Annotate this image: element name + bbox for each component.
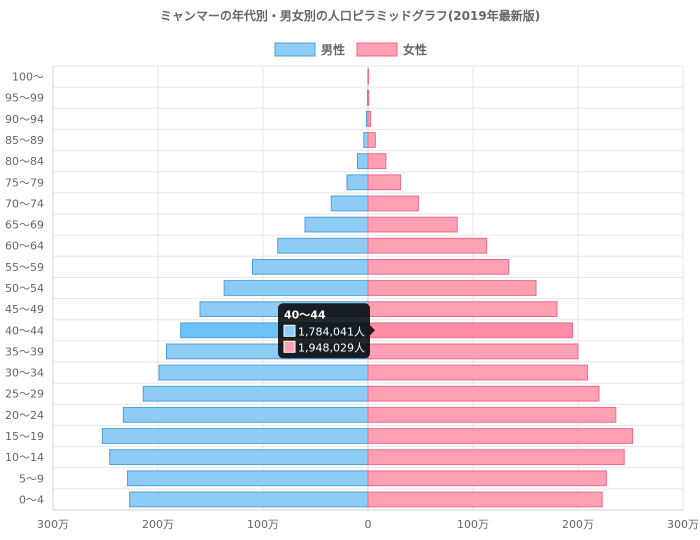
chart-title: ミャンマーの年代別・男女別の人口ピラミッドグラフ(2019年最新版) [160, 8, 540, 23]
legend-swatch-male [274, 42, 316, 57]
bar-male [129, 491, 369, 508]
bar-female [367, 470, 607, 487]
y-tick-label: 20〜24 [5, 409, 44, 422]
tooltip: 40〜44 1,784,041人 1,948,029人 [278, 303, 375, 359]
y-tick-label: 30〜34 [5, 367, 44, 380]
bar-female [367, 449, 625, 466]
grid [52, 65, 684, 511]
y-tick-label: 90〜94 [5, 113, 44, 126]
tooltip-caret [370, 325, 375, 336]
legend: 男性 女性 [274, 42, 427, 57]
bar-male [101, 428, 369, 444]
bar-male [122, 406, 369, 423]
y-tick-label: 40〜44 [5, 324, 44, 337]
y-tick-label: 85〜89 [5, 134, 44, 147]
bar-female [367, 68, 369, 85]
tooltip-box [278, 303, 370, 359]
y-tick-label: 5〜9 [19, 472, 44, 485]
bar-male [142, 385, 369, 402]
bar-female [367, 343, 579, 360]
bar-female [367, 195, 419, 212]
tooltip-swatch [283, 340, 296, 353]
y-tick-label: 10〜14 [5, 451, 44, 464]
bar-female [367, 280, 537, 296]
bar-female [367, 258, 510, 275]
bar-female [367, 132, 376, 148]
bar-female [367, 89, 370, 106]
bar-female [367, 406, 617, 423]
y-tick-label: 80〜84 [5, 155, 44, 168]
tooltip-value: 1,948,029人 [298, 341, 365, 354]
bar-male [277, 237, 369, 254]
bar-female [367, 385, 600, 402]
y-tick-label: 75〜79 [5, 176, 44, 189]
bar-female [367, 301, 558, 318]
legend-swatch-female [356, 42, 398, 57]
y-tick-label: 25〜29 [5, 388, 44, 401]
y-tick-label: 0〜4 [19, 493, 44, 506]
bar-female [367, 364, 588, 381]
x-tick-label: 300万 [667, 518, 699, 531]
y-axis: 100〜 95〜99 90〜94 85〜89 80〜84 75〜79 70〜74 65〜69 6… [5, 71, 44, 507]
y-tick-label: 65〜69 [5, 219, 44, 232]
y-tick-label: 60〜64 [5, 240, 44, 253]
y-tick-label: 15〜19 [5, 430, 44, 443]
bar-male [252, 258, 369, 275]
bar-female [367, 110, 372, 127]
x-tick-label: 100万 [247, 518, 279, 531]
bar-female [367, 153, 387, 170]
bar-male [304, 216, 369, 233]
y-tick-label: 100〜 [12, 71, 44, 84]
y-tick-label: 95〜99 [5, 92, 44, 105]
tooltip-swatch [283, 324, 296, 337]
bar-female [367, 237, 488, 254]
bar-male [158, 364, 369, 381]
tooltip-value: 1,784,041人 [298, 325, 365, 338]
y-tick-label: 55〜59 [5, 261, 44, 274]
legend-label-female: 女性 [403, 42, 427, 57]
bar-male [127, 470, 369, 487]
bar-male [363, 132, 369, 148]
bar-male [346, 174, 369, 191]
bar-female [367, 322, 574, 339]
legend-label-male: 男性 [321, 42, 345, 57]
bar-female [367, 491, 603, 508]
y-tick-label: 50〜54 [5, 282, 44, 295]
bar-male [223, 280, 369, 296]
bars [101, 68, 634, 508]
bar-male [330, 195, 369, 212]
x-tick-label: 200万 [142, 518, 174, 531]
x-axis: 300万 200万 100万 0 100万 200万 300万 [37, 518, 699, 531]
x-tick-label: 100万 [457, 518, 489, 531]
y-tick-label: 35〜39 [5, 345, 44, 358]
bar-female [367, 174, 402, 191]
x-tick-label: 200万 [562, 518, 594, 531]
y-tick-label: 45〜49 [5, 303, 44, 316]
bar-female [367, 216, 458, 233]
x-tick-label: 0 [365, 518, 372, 531]
bar-male [357, 153, 369, 170]
x-tick-label: 300万 [37, 518, 69, 531]
bar-male [109, 449, 369, 466]
bar-female [367, 428, 634, 444]
y-tick-label: 70〜74 [5, 197, 44, 210]
tooltip-title: 40〜44 [284, 308, 326, 321]
